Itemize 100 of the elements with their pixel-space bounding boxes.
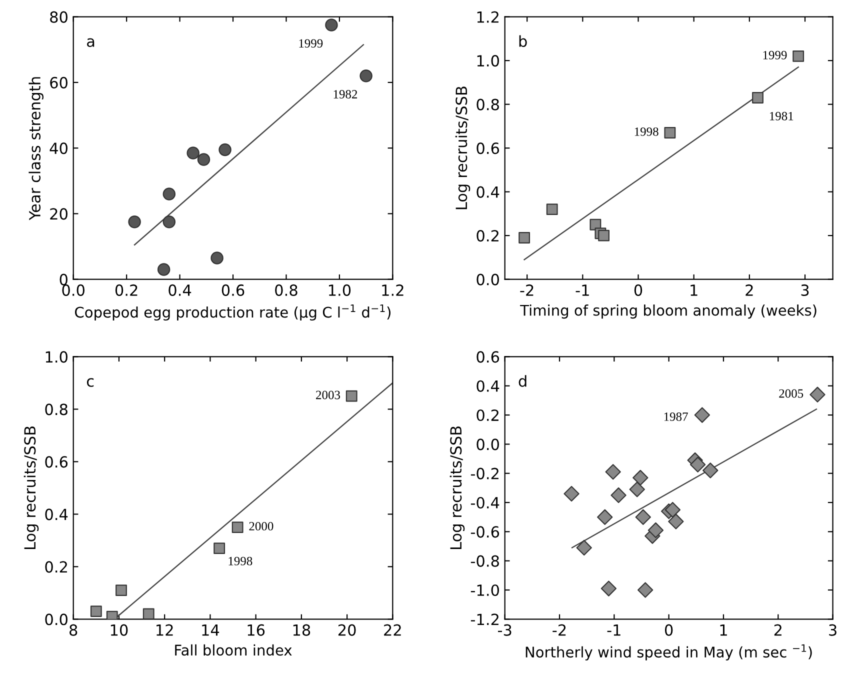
y-tick-label: 0.6 [476,351,500,363]
y-tick-label: 0.6 [45,456,68,468]
point [218,143,232,156]
point [346,390,358,402]
point [214,542,226,554]
annotation: 1981 [770,112,794,120]
annotation: 1998 [228,556,252,566]
x-tick-label: 3 [801,284,809,296]
x-tick-label: 2 [746,284,753,296]
y-tick-label: 20 [50,208,68,220]
point [792,50,804,62]
y-tick-label: 0.6 [476,142,500,154]
point [664,127,676,138]
point [210,252,224,264]
point [610,487,626,504]
x-tick-label: 16 [248,624,265,636]
y-tick-label: 0.2 [476,230,498,242]
annotation: b [519,35,527,48]
x-axis-title: Copepod egg production rate (µg C l$^{−1}$ d$^{−1}$) [75,304,390,321]
point [128,216,141,228]
point [518,232,530,244]
y-axis-title: Year class strength [28,77,44,220]
x-axis-title: Northerly wind speed in May (m sec $^{−1}$) [526,644,812,660]
point [664,502,680,518]
x-tick-label: 22 [384,624,401,636]
y-tick-label: -0.6 [470,526,500,538]
point [668,514,684,530]
y-tick-label: 80 [50,11,68,23]
x-tick-label: 0.4 [168,284,192,296]
annotation: c [86,378,94,387]
y-tick-label: 0.4 [476,186,500,198]
y-tick-label: 1.0 [477,55,499,67]
y-tick-label: 0.4 [45,508,68,520]
annotation: 1999 [763,50,787,60]
point [546,204,558,216]
x-tick-label: -2 [552,624,566,636]
y-tick-label: 1.2 [477,11,498,23]
annotation: 1982 [334,90,358,98]
point [605,464,621,480]
x-tick-label: 1.0 [328,284,351,296]
y-tick-label: -0.8 [470,555,499,567]
point [629,482,645,498]
x-tick-label: -2 [520,284,534,296]
x-tick-label: -1 [576,284,589,296]
point [702,462,718,478]
point [162,216,176,228]
annotation: 2003 [316,390,340,400]
point [116,584,127,596]
annotation: 2005 [779,389,804,398]
annotation: 1999 [299,39,323,48]
y-tick-label: 0 [60,274,68,286]
annotation: a [87,38,94,48]
y-axis-title: Log recruits/SSB [450,426,465,549]
x-tick-label: 0.2 [115,284,138,296]
y-tick-label: 0.2 [476,409,498,422]
y-tick-label: 0.0 [476,438,499,450]
x-tick-label: 12 [156,624,173,636]
y-tick-label: 0.8 [476,98,499,110]
x-tick-label: 14 [202,624,220,636]
point [232,522,244,533]
y-tick-label: 1.0 [46,351,68,363]
y-tick-label: 0.0 [476,274,499,286]
point [360,70,372,82]
point [90,606,102,617]
x-tick-label: 8 [70,624,78,636]
x-tick-label: 20 [338,624,356,636]
x-tick-label: 3 [829,624,836,636]
point [598,230,610,242]
point [694,407,710,423]
point [648,522,664,538]
x-tick-label: 1.2 [382,284,404,296]
x-tick-label: 10 [110,624,128,636]
x-tick-label: 0 [664,624,673,636]
x-tick-label: 0 [634,284,642,296]
point [564,486,580,502]
x-tick-label: -1 [607,624,620,636]
y-tick-label: -1.0 [470,584,499,596]
y-axis-title: Log recruits/SSB [455,86,470,210]
y-tick-label: -0.2 [470,468,498,480]
y-tick-label: 0.4 [476,380,500,392]
x-tick-label: 0.0 [62,284,84,296]
point [752,92,764,104]
annotation: 2000 [249,522,274,530]
annotation: 1998 [634,127,658,136]
y-tick-label: 0.2 [45,561,67,573]
x-tick-label: 0.6 [222,284,244,296]
x-tick-label: -3 [498,624,512,636]
y-tick-label: 0.8 [45,404,68,416]
point [142,608,154,620]
x-tick-label: 0.8 [275,284,298,296]
x-tick-label: 2 [774,624,782,636]
y-tick-label: -1.2 [470,614,498,625]
point [810,386,826,402]
annotation: d [518,375,526,387]
x-tick-label: 18 [293,624,310,636]
point [162,188,176,200]
x-tick-label: 1 [690,284,698,296]
annotation: 1987 [664,412,688,421]
point [600,580,617,596]
y-axis-title: Log recruits/SSB [24,426,39,549]
